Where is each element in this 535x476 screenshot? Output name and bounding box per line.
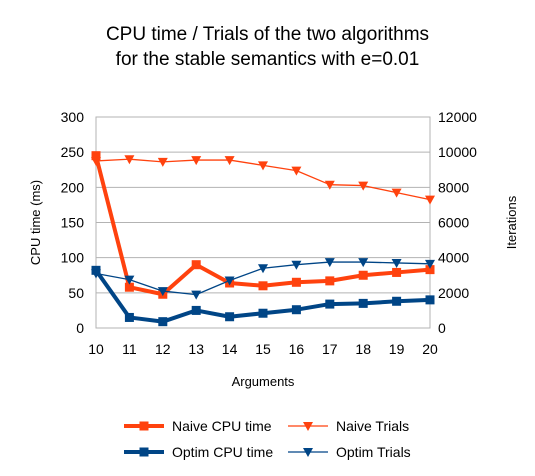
x-tick-label: 20	[422, 341, 438, 357]
data-point	[157, 157, 168, 167]
data-point	[91, 269, 101, 279]
y-left-tick-label: 0	[76, 320, 84, 336]
y-axis-left-label: CPU time (ms)	[28, 180, 43, 265]
legend-label: Optim CPU time	[172, 444, 274, 460]
legend-label: Naive Trials	[336, 418, 410, 434]
y-right-tick-label: 0	[438, 320, 446, 336]
y-right-tick-label: 6000	[438, 215, 469, 231]
data-point	[124, 282, 134, 292]
data-point	[258, 161, 268, 171]
legend-marker	[303, 422, 313, 431]
series-optim-cpu-time	[91, 265, 435, 327]
data-point	[425, 259, 435, 269]
x-tick-label: 14	[222, 341, 238, 357]
data-point	[392, 267, 402, 277]
data-point	[358, 181, 369, 191]
data-point	[291, 305, 301, 315]
legend-swatch	[124, 416, 164, 436]
data-point	[324, 180, 335, 190]
series-naive-cpu-time	[91, 151, 435, 299]
data-point	[391, 258, 402, 268]
x-axis-label: Arguments	[232, 374, 295, 389]
legend-swatch	[288, 442, 328, 462]
y-axis-right-label: Iterations	[504, 195, 519, 249]
chart-title: CPU time / Trials of the two algorithms …	[0, 22, 535, 72]
legend-marker	[139, 447, 149, 457]
data-point	[258, 264, 268, 274]
chart-title-line-2: for the stable semantics with e=0.01	[115, 49, 420, 70]
x-tick-label: 10	[88, 341, 104, 357]
x-tick-label: 11	[122, 341, 137, 357]
data-point	[358, 270, 368, 280]
x-tick-label: 18	[355, 341, 371, 357]
series-line	[94, 155, 431, 297]
data-point	[124, 275, 135, 285]
data-point	[124, 312, 134, 322]
data-point	[91, 156, 101, 166]
data-point	[225, 312, 235, 322]
data-point	[425, 195, 435, 205]
legend-marker	[139, 421, 149, 431]
grid-lines	[96, 116, 430, 329]
data-point	[258, 281, 268, 291]
data-point	[358, 258, 369, 268]
series-naive-trials	[91, 155, 435, 205]
line-chart: 0 50 100 150 200 250 300 0 2000 4000 6000 8000 10000…	[28, 109, 519, 389]
x-tick-label: 15	[255, 341, 271, 357]
y-right-tick-label: 8000	[438, 179, 469, 195]
y-left-tick-label: 300	[61, 109, 85, 125]
x-tick-label: 13	[188, 341, 204, 357]
data-point	[91, 151, 101, 161]
x-tick-label: 12	[155, 341, 171, 357]
data-point	[291, 166, 302, 176]
y-left-tick-label: 150	[61, 215, 85, 231]
data-point	[158, 317, 168, 327]
series-layer	[91, 151, 435, 327]
y-right-tick-label: 10000	[438, 144, 477, 160]
data-point	[391, 188, 402, 198]
data-point	[191, 156, 202, 166]
data-point	[224, 156, 235, 166]
data-point	[325, 299, 335, 309]
data-point	[124, 155, 135, 165]
legend-swatch	[288, 416, 328, 436]
y-right-tick-label: 4000	[438, 250, 469, 266]
data-point	[325, 276, 335, 286]
data-point	[224, 276, 235, 286]
data-point	[157, 287, 168, 297]
data-point	[392, 296, 402, 306]
x-tick-label: 17	[322, 341, 338, 357]
data-point	[425, 295, 435, 305]
legend-swatch	[124, 442, 164, 462]
plot-frame	[95, 116, 431, 329]
data-point	[258, 308, 268, 318]
x-tick-label: 19	[389, 341, 405, 357]
y-left-tick-label: 200	[61, 179, 85, 195]
legend-item: Optim Trials	[288, 442, 411, 462]
x-tick-label: 16	[289, 341, 305, 357]
legend-label: Naive CPU time	[172, 418, 272, 434]
data-point	[191, 305, 201, 315]
y-left-tick-label: 250	[61, 144, 85, 160]
data-point	[291, 277, 301, 287]
y-left-tick-label: 100	[61, 250, 85, 266]
series-optim-trials	[91, 258, 435, 300]
y-right-tick-label: 2000	[438, 285, 469, 301]
data-point	[324, 258, 335, 268]
data-point	[191, 260, 201, 270]
y-left-tick-label: 50	[68, 285, 84, 301]
chart-title-line-1: CPU time / Trials of the two algorithms	[105, 24, 430, 45]
legend-label: Optim Trials	[336, 444, 411, 460]
data-point	[425, 265, 435, 275]
data-point	[191, 290, 202, 300]
tick-labels: 0 50 100 150 200 250 300 0 2000 4000 6000 8000 10000…	[61, 109, 478, 357]
legend-marker	[303, 448, 313, 457]
data-point	[358, 298, 368, 308]
data-point	[291, 260, 302, 270]
legend-item: Optim CPU time	[124, 442, 273, 462]
legend-item: Naive CPU time	[124, 416, 272, 436]
y-right-tick-label: 12000	[438, 109, 477, 125]
legend-item: Naive Trials	[288, 416, 409, 436]
